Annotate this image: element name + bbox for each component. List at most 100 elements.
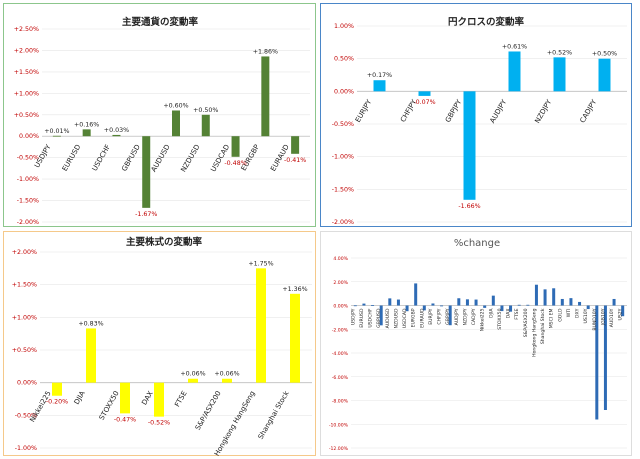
y-tick-label: -1.50% (332, 186, 354, 193)
bar (82, 129, 91, 137)
category-label: CHFJPY (399, 98, 419, 124)
y-tick-label: 0.00% (19, 133, 39, 140)
data-label: +1.36% (282, 286, 307, 293)
y-tick-label: 0.00% (17, 380, 37, 387)
bar (612, 298, 616, 306)
bar (586, 305, 590, 310)
category-label: MSCI EM (549, 308, 555, 328)
category-label: GBPJPY (444, 98, 464, 124)
bar (120, 382, 130, 414)
bar (500, 305, 504, 312)
bar (188, 378, 198, 383)
bar (172, 110, 180, 137)
y-tick-label: -1.00% (332, 154, 354, 161)
bar (483, 305, 487, 308)
category-label: US10Y (583, 308, 589, 323)
bar (418, 91, 431, 96)
bar (290, 293, 300, 383)
data-label: -0.20% (46, 399, 68, 406)
y-tick-label: -12.00% (329, 446, 349, 452)
category-label: FTSE (173, 390, 188, 409)
bar (603, 305, 607, 410)
data-label: +0.06% (180, 371, 205, 378)
all-change-bar-chart: %change 4.00% 2.00% 0.00% -2.00% -4.00% -6.00… (329, 238, 627, 452)
data-label: -0.48% (224, 160, 246, 167)
bar (560, 298, 564, 306)
chart-title: 円クロスの変動率 (448, 16, 525, 28)
bar (422, 305, 426, 311)
category-label: NZDUSD (393, 308, 399, 328)
chart-title: %change (454, 238, 500, 249)
y-tick-label: +1.00% (12, 314, 37, 321)
bar (261, 56, 270, 137)
bar (569, 298, 573, 306)
bar (440, 305, 444, 307)
bar (543, 289, 547, 306)
data-label: +0.03% (104, 127, 129, 134)
bar (362, 303, 366, 306)
data-label: +0.01% (44, 128, 69, 135)
bar (508, 51, 521, 92)
category-label: Hongkong HangSeng (213, 390, 257, 457)
bar (474, 299, 478, 306)
data-label: +0.52% (547, 49, 572, 56)
bar (388, 298, 392, 306)
stock-index-chart-panel: 主要株式の変動率 +2.00% +1.50% +1.00% +0.50% 0.00% -0… (3, 231, 316, 457)
y-tick-label: -10.00% (329, 422, 349, 428)
bar (52, 382, 62, 396)
y-tick-label: -1.00% (15, 445, 37, 452)
category-label: DJIA (73, 389, 87, 406)
category-label: DAX (140, 389, 154, 406)
data-label: -0.52% (148, 420, 170, 427)
bar (201, 114, 210, 137)
category-label: AUDUSD (150, 143, 172, 173)
bar (598, 58, 611, 92)
data-label: +0.50% (193, 107, 218, 114)
bar (291, 136, 300, 154)
category-label: FTSE (514, 308, 520, 319)
y-tick-label: +1.00% (14, 90, 39, 97)
y-tick-label: +1.50% (12, 282, 37, 289)
bar (595, 305, 599, 420)
fx-major-chart-panel: 主要通貨の変動率 +2.50% +2.00% +1.50% +1.00% +0.50% 0… (3, 3, 316, 227)
y-tick-label: 1.00% (334, 23, 354, 30)
category-label: EURJPY (428, 308, 434, 324)
category-label: CHFJPY (437, 308, 443, 324)
category-label: Shanghai Stock (257, 389, 292, 441)
category-label: AUD10Y (609, 308, 615, 327)
y-tick-label: -1.50% (17, 198, 39, 205)
category-label: Hongkong HangSeng (531, 308, 537, 356)
fx-major-bar-chart: 主要通貨の変動率 +2.50% +2.00% +1.50% +1.00% +0.50% 0… (14, 16, 310, 226)
stock-index-bar-chart: 主要株式の変動率 +2.00% +1.50% +1.00% +0.50% 0.00% -0… (12, 236, 312, 457)
category-label: AUDJPY (454, 308, 460, 325)
category-label: EURUSD (359, 308, 365, 328)
bar (154, 382, 164, 417)
data-label: +1.86% (253, 48, 278, 55)
bar (86, 328, 96, 383)
y-tick-label: +2.00% (14, 47, 39, 54)
y-tick-label: 4.00% (333, 256, 348, 262)
bar (414, 283, 418, 306)
data-label: +0.60% (163, 102, 188, 109)
y-tick-label: -4.00% (332, 351, 349, 357)
y-tick-label: 0.00% (333, 304, 348, 310)
bar (621, 305, 625, 317)
category-label: USDJPY (350, 308, 356, 325)
bar (465, 299, 469, 306)
category-label: US2Y (618, 308, 624, 320)
category-label: DJIA (488, 308, 494, 318)
bar (142, 136, 151, 208)
data-label: -1.66% (458, 203, 480, 210)
data-label: +0.61% (502, 43, 527, 50)
category-label: Nikkei225 (28, 390, 52, 424)
category-label: STOXX50 (497, 308, 503, 329)
yen-cross-chart-panel: 円クロスの変動率 1.00% 0.50% 0.00% -0.50% -1.00% -1.5… (320, 3, 632, 227)
data-label: -0.47% (114, 416, 136, 423)
category-label: EURAUD (419, 308, 425, 328)
data-label: +0.16% (74, 121, 99, 128)
y-tick-label: +0.50% (14, 112, 39, 119)
bar (405, 305, 409, 312)
bar (353, 305, 357, 307)
y-tick-label: -2.00% (17, 219, 39, 226)
bar (112, 134, 121, 137)
